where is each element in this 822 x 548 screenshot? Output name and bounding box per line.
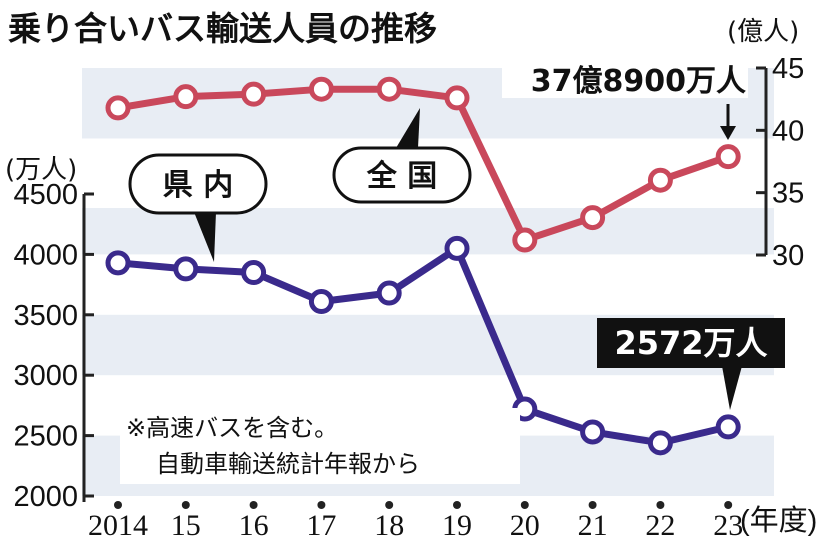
x-tick-dot-2 xyxy=(249,501,258,509)
data-point-prefecture-2014 xyxy=(105,250,131,276)
left-tick-label-3: 3500 xyxy=(13,300,78,332)
data-point-prefecture-22 xyxy=(647,430,673,456)
data-point-national-18 xyxy=(376,76,402,102)
x-tick-dot-0 xyxy=(114,501,122,509)
data-point-prefecture-16 xyxy=(241,260,267,286)
data-point-national-17 xyxy=(308,76,334,102)
national-callout: 37億8900万人 xyxy=(502,60,748,140)
data-point-national-15 xyxy=(173,84,199,110)
right-tick-label-0: 30 xyxy=(772,240,804,272)
prefecture-label-bubble: 県 内 xyxy=(128,153,268,262)
data-point-prefecture-23 xyxy=(715,414,741,440)
data-point-prefecture-19 xyxy=(444,235,470,261)
x-axis: 2014 15 16 17 18 19 20 21 22 23 xyxy=(88,501,743,542)
right-tick-label-2: 40 xyxy=(772,115,804,147)
data-point-national-20 xyxy=(512,227,538,253)
left-axis-unit: (万人) xyxy=(5,155,77,185)
data-point-prefecture-18 xyxy=(376,280,402,306)
x-tick-dot-3 xyxy=(317,501,326,509)
x-tick-label-8: 22 xyxy=(645,509,675,542)
series-line-prefecture xyxy=(117,244,730,447)
x-tick-label-3: 17 xyxy=(306,509,336,542)
data-point-prefecture-21 xyxy=(580,419,606,445)
x-tick-dot-6 xyxy=(520,501,529,509)
x-tick-dot-8 xyxy=(656,501,665,509)
source-note: ※高速バスを含む。 自動車輸送統計年報から xyxy=(120,408,520,484)
x-tick-label-5: 19 xyxy=(442,509,472,542)
data-point-national-2014 xyxy=(105,95,131,121)
x-tick-label-4: 18 xyxy=(374,509,404,542)
chart-title: 乗り合いバス輸送人員の推移 xyxy=(8,9,437,48)
x-tick-dot-4 xyxy=(385,501,394,509)
data-point-national-22 xyxy=(647,167,673,193)
x-tick-dot-1 xyxy=(181,501,190,509)
left-axis: 2000 2500 3000 3500 4000 4500 xyxy=(13,179,94,513)
right-tick-label-1: 35 xyxy=(772,178,804,210)
note-line-1: ※高速バスを含む。 xyxy=(126,414,338,442)
national-label-bubble: 全 国 xyxy=(332,108,472,204)
right-axis: 30 35 40 45 xyxy=(756,53,804,272)
prefecture-callout: 2572万人 xyxy=(597,318,785,410)
note-line-2: 自動車輸送統計年報から xyxy=(156,450,420,478)
left-tick-label-5: 4500 xyxy=(13,179,78,211)
right-axis-unit: (億人) xyxy=(727,17,799,47)
series-line-national xyxy=(117,85,730,244)
x-tick-label-2: 16 xyxy=(239,509,269,542)
left-tick-label-1: 2500 xyxy=(13,421,78,453)
data-point-national-21 xyxy=(580,205,606,231)
x-tick-dot-9 xyxy=(724,501,733,509)
x-tick-label-9: 23 xyxy=(713,509,743,542)
national-series-name: 全 国 xyxy=(366,159,437,194)
left-tick-label-2: 3000 xyxy=(13,360,78,392)
band-1 xyxy=(82,208,774,255)
left-tick-label-0: 2000 xyxy=(13,481,78,513)
x-tick-label-6: 20 xyxy=(510,509,540,542)
data-point-prefecture-17 xyxy=(308,289,334,315)
right-tick-label-3: 45 xyxy=(772,53,804,85)
data-point-national-23 xyxy=(715,144,741,170)
prefecture-callout-text: 2572万人 xyxy=(614,324,767,362)
prefecture-series-name: 県 内 xyxy=(163,168,233,203)
x-tick-label-1: 15 xyxy=(171,509,201,542)
left-tick-label-4: 4000 xyxy=(13,239,78,271)
x-axis-unit: (年度) xyxy=(740,504,817,537)
x-tick-dot-5 xyxy=(453,501,461,509)
data-point-national-19 xyxy=(444,85,470,111)
national-callout-text: 37億8900万人 xyxy=(531,64,746,99)
x-tick-label-0: 2014 xyxy=(88,509,148,542)
x-tick-label-7: 21 xyxy=(578,509,608,542)
x-tick-dot-7 xyxy=(588,501,597,509)
data-point-prefecture-15 xyxy=(173,256,199,282)
data-point-national-16 xyxy=(241,81,267,107)
